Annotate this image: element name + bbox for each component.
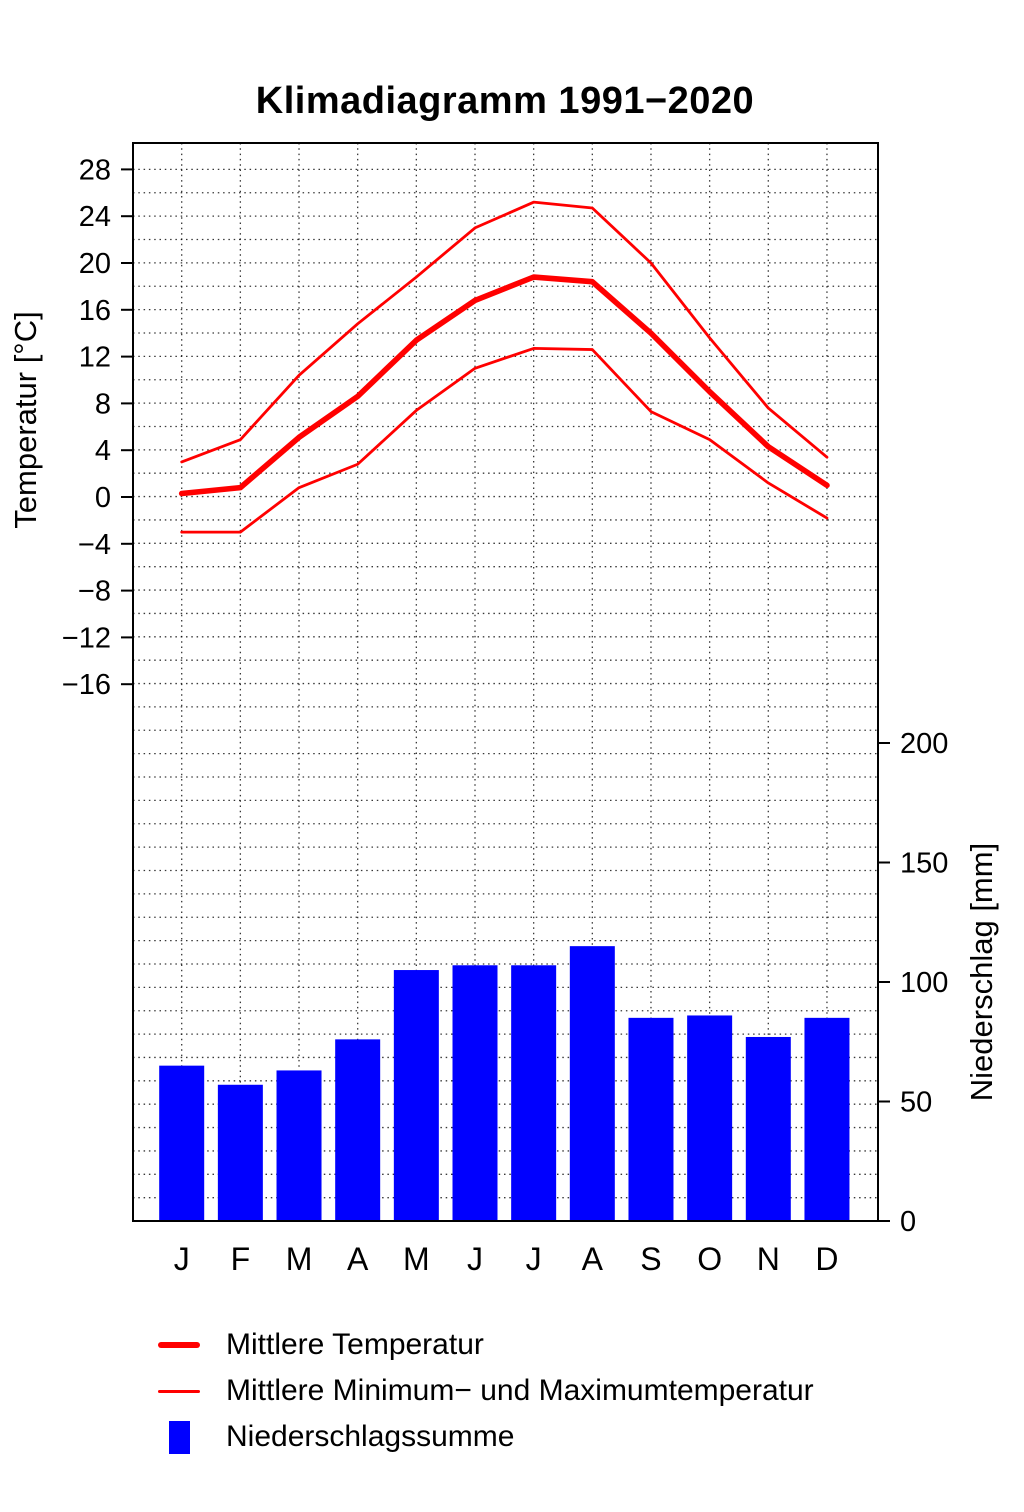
- legend-item-precipitation-sum: Niederschlagssumme: [148, 1414, 814, 1460]
- temp-tick-label: −12: [62, 622, 111, 654]
- max-temp-line: [180, 200, 829, 464]
- month-label: J: [526, 1241, 542, 1277]
- month-label: A: [347, 1241, 369, 1277]
- precip-bar: [159, 1065, 205, 1221]
- month-label: O: [697, 1241, 722, 1277]
- blue-rect-swatch: [168, 1420, 190, 1454]
- temp-tick-label: 24: [79, 201, 111, 233]
- temp-axis-title: Temperatur [°C]: [8, 311, 43, 528]
- plot-border: [132, 142, 879, 1222]
- precip-bar: [687, 1015, 733, 1221]
- temp-tick-label: 16: [79, 295, 111, 327]
- temp-tick-label: 12: [79, 342, 111, 374]
- legend-item-mean-temperature: Mittlere Temperatur: [148, 1322, 814, 1368]
- temp-tick-label: 0: [95, 482, 111, 514]
- precip-tick-label: 0: [900, 1206, 916, 1238]
- precip-bar: [511, 965, 557, 1221]
- precip-bar: [393, 970, 439, 1221]
- precip-tick-label: 200: [900, 728, 948, 760]
- temp-tick-label: 8: [95, 388, 111, 420]
- thin-red-line-swatch: [158, 1389, 200, 1393]
- month-label: M: [403, 1241, 430, 1277]
- thick-red-line-swatch: [158, 1342, 200, 1348]
- month-label: F: [231, 1241, 251, 1277]
- precip-bar: [276, 1070, 322, 1221]
- precip-bar: [569, 946, 615, 1221]
- temp-tick-label: 4: [95, 435, 111, 467]
- month-label: J: [467, 1241, 483, 1277]
- precip-tick-label: 150: [900, 848, 948, 880]
- precip-bar: [628, 1017, 674, 1221]
- month-label: N: [757, 1241, 780, 1277]
- precip-tick-label: 100: [900, 967, 948, 999]
- month-label: J: [174, 1241, 190, 1277]
- month-label: S: [640, 1241, 661, 1277]
- legend: Mittlere Temperatur Mittlere Minimum− un…: [148, 1322, 814, 1460]
- chart-title: Klimadiagramm 1991−2020: [255, 80, 755, 122]
- legend-label: Mittlere Minimum− und Maximumtemperatur: [226, 1374, 814, 1407]
- temp-tick-label: −16: [62, 669, 111, 701]
- month-label: D: [815, 1241, 838, 1277]
- temp-tick-label: 28: [79, 154, 111, 186]
- precip-bar: [745, 1036, 791, 1221]
- min-temp-line: [180, 347, 829, 534]
- legend-label: Niederschlagssumme: [226, 1420, 515, 1453]
- temp-tick-label: 20: [79, 248, 111, 280]
- legend-label: Mittlere Temperatur: [226, 1328, 484, 1361]
- mean-temp-line: [178, 274, 830, 497]
- precip-bar: [217, 1084, 263, 1221]
- precip-bar: [335, 1039, 381, 1221]
- temp-tick-label: −4: [78, 529, 111, 561]
- month-label: M: [286, 1241, 313, 1277]
- precip-bar: [804, 1017, 850, 1221]
- legend-item-min-max-temperature: Mittlere Minimum− und Maximumtemperatur: [148, 1368, 814, 1414]
- precip-axis-title: Niederschlag [mm]: [964, 843, 999, 1101]
- temp-tick-label: −8: [78, 576, 111, 608]
- precip-bar: [452, 965, 498, 1221]
- month-label: A: [582, 1241, 604, 1277]
- precip-tick-label: 50: [900, 1087, 932, 1119]
